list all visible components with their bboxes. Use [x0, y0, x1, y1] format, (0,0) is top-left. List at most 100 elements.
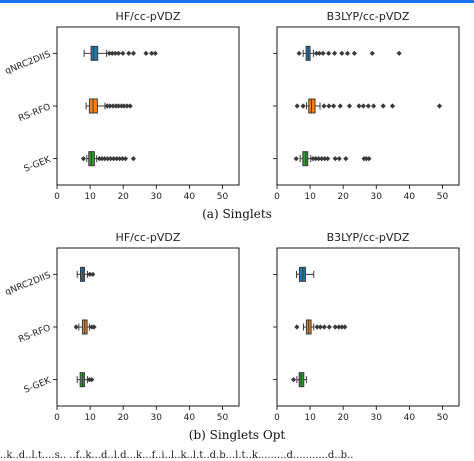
x-tick-label: 20 [337, 192, 349, 202]
panel-title: B3LYP/cc-pVDZ [327, 10, 410, 23]
box-iqr [90, 45, 99, 61]
x-tick-label: 10 [304, 413, 316, 423]
outlier-point [371, 103, 377, 109]
outlier-point [89, 377, 95, 383]
category-label: S-GEK [23, 376, 54, 396]
x-tick-label: 10 [304, 192, 316, 202]
outlier-point [389, 103, 396, 109]
x-tick-label: 30 [371, 192, 383, 202]
x-tick-label: 50 [217, 192, 229, 202]
outlier-point [313, 156, 319, 162]
outlier-point [110, 103, 116, 109]
panel-a-right: B3LYP/cc-pVDZ 0 10 20 30 40 50 [273, 10, 460, 202]
outlier-point [115, 103, 122, 109]
outlier-point [118, 103, 125, 109]
outlier-point [310, 156, 316, 162]
box-qnrc2diis [296, 45, 402, 61]
outlier-point [152, 50, 158, 56]
outlier-point [314, 324, 320, 330]
panel-title: B3LYP/cc-pVDZ [327, 231, 410, 244]
outlier-point [321, 103, 327, 109]
category-label: RS-RFO [17, 102, 52, 124]
outlier-point [290, 377, 297, 383]
outlier-point [326, 103, 332, 109]
outlier-point [121, 103, 127, 109]
outlier-point [102, 156, 108, 162]
category-label: qNRC2DIIS [4, 50, 53, 77]
category-label: RS-RFO [17, 323, 52, 345]
outlier-point [130, 156, 137, 162]
x-tick-label: 50 [437, 413, 449, 423]
x-tick-label: 20 [117, 413, 129, 423]
outlier-point [336, 156, 342, 162]
outlier-point [356, 103, 362, 109]
outlier-point [130, 50, 137, 56]
panel-title: HF/cc-pVDZ [116, 10, 181, 23]
outlier-point [369, 50, 375, 56]
outlier-point [116, 156, 123, 162]
outlier-point [124, 103, 130, 109]
outlier-point [73, 324, 79, 330]
outlier-point [336, 324, 342, 330]
x-tick-label: 0 [274, 413, 280, 423]
box-s-gek [290, 372, 307, 388]
outlier-point [90, 271, 96, 277]
box-rs-rfo [294, 98, 443, 114]
footer-text: ..k..d..l.t....s.. ..f..k...d..l.d...k..… [0, 450, 354, 461]
outlier-point [360, 103, 366, 109]
outlier-point [300, 103, 306, 109]
outlier-point [126, 50, 132, 56]
panel-frame [276, 247, 460, 407]
category-label: qNRC2DIIS [4, 271, 53, 298]
outlier-point [91, 324, 97, 330]
outlier-point [319, 156, 325, 162]
outlier-point [119, 156, 126, 162]
box-rs-rfo [85, 98, 133, 114]
x-tick-label: 40 [184, 192, 196, 202]
outlier-point [317, 324, 323, 330]
outlier-point [105, 156, 111, 162]
x-tick-label: 30 [371, 413, 383, 423]
outlier-point [296, 50, 302, 56]
x-tick-label: 20 [337, 413, 349, 423]
outlier-point [96, 156, 102, 162]
x-tick-label: 10 [84, 413, 96, 423]
outlier-point [351, 50, 358, 56]
outlier-point [87, 271, 93, 277]
x-tick-label: 30 [151, 413, 163, 423]
outlier-point [339, 324, 345, 330]
outlier-point [313, 50, 319, 56]
outlier-point [339, 50, 345, 56]
box-s-gek [80, 151, 137, 167]
outlier-point [316, 50, 322, 56]
x-tick-label: 0 [274, 192, 280, 202]
outlier-point [436, 103, 443, 109]
outlier-point [122, 156, 129, 162]
outlier-point [342, 324, 348, 330]
x-tick-label: 10 [84, 192, 96, 202]
outlier-point [365, 103, 371, 109]
x-tick-label: 40 [404, 192, 416, 202]
outlier-point [127, 103, 133, 109]
outlier-point [331, 50, 338, 56]
panel-a-left: HF/cc-pVDZ 0 10 20 30 40 50 qNRC2DIIS RS-RFO S-GE… [4, 10, 240, 202]
outlier-point [143, 50, 149, 56]
outlier-point [112, 50, 118, 56]
outlier-point [396, 50, 402, 56]
outlier-point [363, 156, 369, 162]
outlier-point [293, 156, 299, 162]
outlier-point [120, 50, 126, 56]
outlier-point [332, 156, 338, 162]
outlier-point [320, 50, 326, 56]
outlier-point [332, 324, 338, 330]
panel-title: HF/cc-pVDZ [116, 231, 181, 244]
panel-b-left: HF/cc-pVDZ 0 10 20 30 40 50 qNRC2DIIS RS-RFO S-GE… [4, 231, 240, 423]
box-qnrc2diis [76, 266, 96, 282]
outlier-point [346, 103, 353, 109]
x-tick-label: 40 [404, 413, 416, 423]
box-qnrc2diis [296, 266, 315, 282]
outlier-point [322, 156, 328, 162]
outlier-point [337, 103, 343, 109]
x-tick-label: 30 [151, 192, 163, 202]
outlier-point [326, 324, 332, 330]
